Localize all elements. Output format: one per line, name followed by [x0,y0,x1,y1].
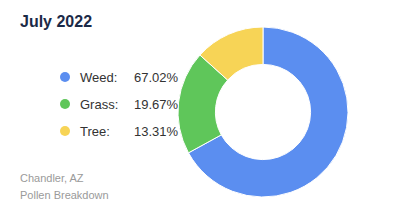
svg-text:July 2022: July 2022 [20,13,92,30]
svg-text:Pollen Breakdown: Pollen Breakdown [20,189,109,201]
svg-text:19.67%: 19.67% [134,97,179,112]
svg-text:Chandler, AZ: Chandler, AZ [20,172,84,184]
svg-text:Tree:: Tree: [80,124,110,139]
svg-text:Weed:: Weed: [80,70,117,85]
svg-text:67.02%: 67.02% [134,70,179,85]
svg-text:13.31%: 13.31% [134,124,179,139]
svg-text:Grass:: Grass: [80,97,118,112]
